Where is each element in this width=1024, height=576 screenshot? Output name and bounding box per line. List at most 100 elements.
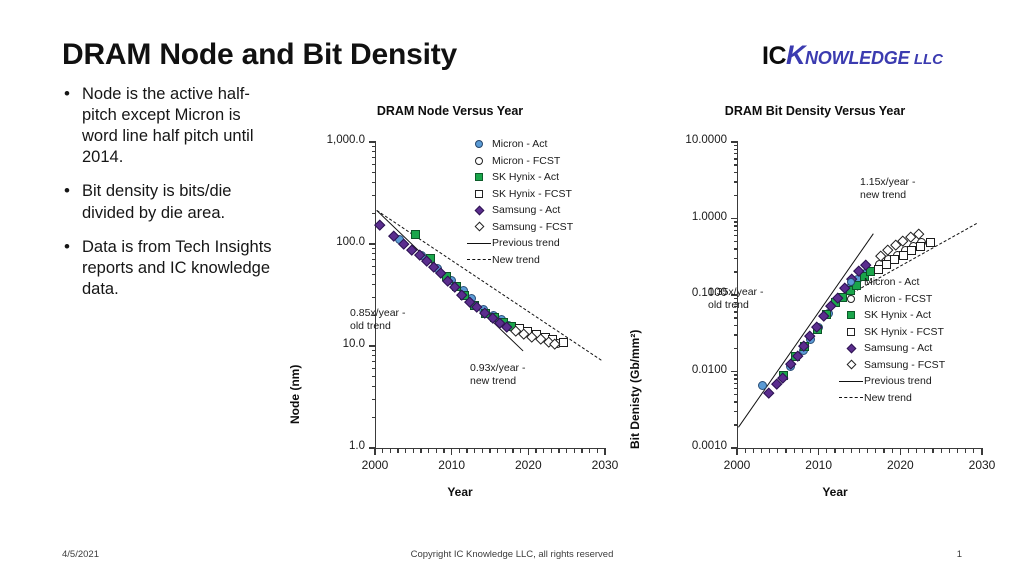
x-tick-label: 2010 bbox=[805, 458, 832, 472]
y-minor-tick bbox=[371, 361, 376, 363]
x-minor-tick bbox=[389, 448, 391, 453]
y-minor-tick bbox=[733, 229, 738, 231]
y-minor-tick bbox=[371, 266, 376, 268]
bullet-list: • Node is the active half-pitch except M… bbox=[62, 84, 272, 313]
x-minor-tick bbox=[842, 448, 844, 453]
x-minor-tick bbox=[834, 448, 836, 453]
y-minor-tick bbox=[733, 317, 738, 319]
y-minor-tick bbox=[371, 296, 376, 298]
annotation-line2: new trend bbox=[860, 189, 907, 202]
x-minor-tick bbox=[916, 448, 918, 453]
y-minor-tick bbox=[733, 225, 738, 227]
legend-label: Samsung - Act bbox=[864, 342, 933, 355]
x-tick-label: 2020 bbox=[886, 458, 914, 472]
x-minor-tick bbox=[466, 448, 468, 453]
data-point bbox=[890, 255, 900, 265]
y-axis-title: Bit Denisty (Gb/mm²) bbox=[628, 329, 642, 449]
x-major-tick bbox=[899, 448, 901, 455]
y-minor-tick bbox=[371, 355, 376, 357]
x-minor-tick bbox=[573, 448, 575, 453]
y-major-tick bbox=[369, 345, 376, 347]
y-minor-tick bbox=[733, 387, 738, 390]
data-point bbox=[916, 242, 926, 252]
y-minor-tick bbox=[733, 334, 738, 336]
x-minor-tick bbox=[412, 448, 414, 453]
y-minor-tick bbox=[733, 240, 738, 243]
y-minor-tick bbox=[733, 181, 738, 183]
y-major-tick bbox=[731, 447, 738, 449]
data-point bbox=[763, 387, 775, 399]
bullet-marker-icon: • bbox=[64, 84, 70, 103]
y-minor-tick bbox=[733, 306, 738, 308]
logo-knowledge-text: NOWLEDGE bbox=[805, 48, 910, 68]
x-minor-tick bbox=[397, 448, 399, 453]
chart-legend-node: Micron - Act Micron - FCST SK Hynix - Ac… bbox=[466, 136, 573, 268]
new-trend-line-icon bbox=[838, 397, 864, 399]
hynix-fcst-marker-icon bbox=[466, 189, 492, 198]
legend-label: SK Hynix - FCST bbox=[864, 325, 944, 338]
y-minor-tick bbox=[733, 158, 738, 160]
y-tick-label: 1,000.0 bbox=[326, 134, 365, 146]
logo-llc-text: LLC bbox=[913, 51, 944, 68]
legend-item-samsung-act: Samsung - Act bbox=[838, 340, 945, 357]
x-minor-tick bbox=[744, 448, 746, 453]
legend-label: SK Hynix - FCST bbox=[492, 187, 572, 200]
y-minor-tick bbox=[371, 253, 376, 255]
x-minor-tick bbox=[497, 448, 499, 453]
annotation-line2: old trend bbox=[350, 320, 391, 333]
legend-item-previous-trend: Previous trend bbox=[466, 235, 573, 252]
annotation-line2: old trend bbox=[708, 299, 749, 312]
y-minor-tick bbox=[371, 416, 376, 418]
footer-date: 4/5/2021 bbox=[62, 549, 99, 560]
x-minor-tick bbox=[948, 448, 950, 453]
hynix-act-marker-icon bbox=[466, 173, 492, 182]
x-major-tick bbox=[818, 448, 820, 455]
y-minor-tick bbox=[733, 382, 738, 384]
ic-knowledge-logo: ICKNOWLEDGE LLC bbox=[762, 40, 943, 71]
legend-item-hynix-act: SK Hynix - Act bbox=[466, 169, 573, 186]
x-tick-label: 2000 bbox=[723, 458, 751, 472]
x-minor-tick bbox=[566, 448, 568, 453]
bullet-marker-icon: • bbox=[64, 236, 70, 256]
logo-ic-text: IC bbox=[762, 42, 787, 70]
micron-act-marker-icon bbox=[466, 140, 492, 149]
y-minor-tick bbox=[733, 424, 738, 426]
y-tick-label: 100.0 bbox=[336, 236, 365, 248]
y-minor-tick bbox=[371, 172, 376, 174]
legend-label: Samsung - Act bbox=[492, 204, 561, 217]
legend-item-previous-trend: Previous trend bbox=[838, 373, 945, 390]
x-tick-label: 2030 bbox=[968, 458, 996, 472]
legend-label: Micron - Act bbox=[492, 138, 548, 151]
annotation-old-trend-density: 1.35x/year - old trend bbox=[708, 286, 763, 312]
legend-item-hynix-act: SK Hynix - Act bbox=[838, 307, 945, 324]
chart-legend-density: Micron - Act Micron - FCST SK Hynix - Ac… bbox=[838, 274, 945, 406]
x-minor-tick bbox=[752, 448, 754, 453]
y-minor-tick bbox=[371, 248, 376, 250]
y-minor-tick bbox=[371, 398, 376, 400]
y-minor-tick bbox=[371, 274, 376, 276]
x-minor-tick bbox=[512, 448, 514, 453]
chart-title: DRAM Node Versus Year bbox=[376, 104, 524, 118]
x-minor-tick bbox=[550, 448, 552, 453]
y-minor-tick bbox=[733, 393, 738, 396]
y-minor-tick bbox=[733, 311, 738, 313]
legend-label: SK Hynix - Act bbox=[864, 309, 932, 322]
y-minor-tick bbox=[371, 314, 376, 316]
y-minor-tick bbox=[733, 301, 738, 303]
y-major-tick bbox=[369, 447, 376, 449]
y-minor-tick bbox=[371, 212, 376, 214]
y-minor-tick bbox=[371, 194, 376, 196]
samsung-fcst-marker-icon bbox=[838, 359, 864, 370]
annotation-new-trend-density: 1.15x/year - new trend bbox=[860, 176, 915, 202]
x-major-tick bbox=[981, 448, 983, 455]
samsung-fcst-marker-icon bbox=[466, 221, 492, 232]
x-minor-tick bbox=[932, 448, 934, 453]
bullet-item: • Data is from Tech Insights reports and… bbox=[62, 237, 272, 300]
y-minor-tick bbox=[733, 153, 738, 155]
y-minor-tick bbox=[733, 374, 738, 376]
data-point bbox=[559, 338, 569, 348]
annotation-old-trend-node: 0.85x/year - old trend bbox=[350, 307, 405, 333]
x-minor-tick bbox=[973, 448, 975, 453]
y-tick-label: 0.1000 bbox=[691, 287, 727, 299]
